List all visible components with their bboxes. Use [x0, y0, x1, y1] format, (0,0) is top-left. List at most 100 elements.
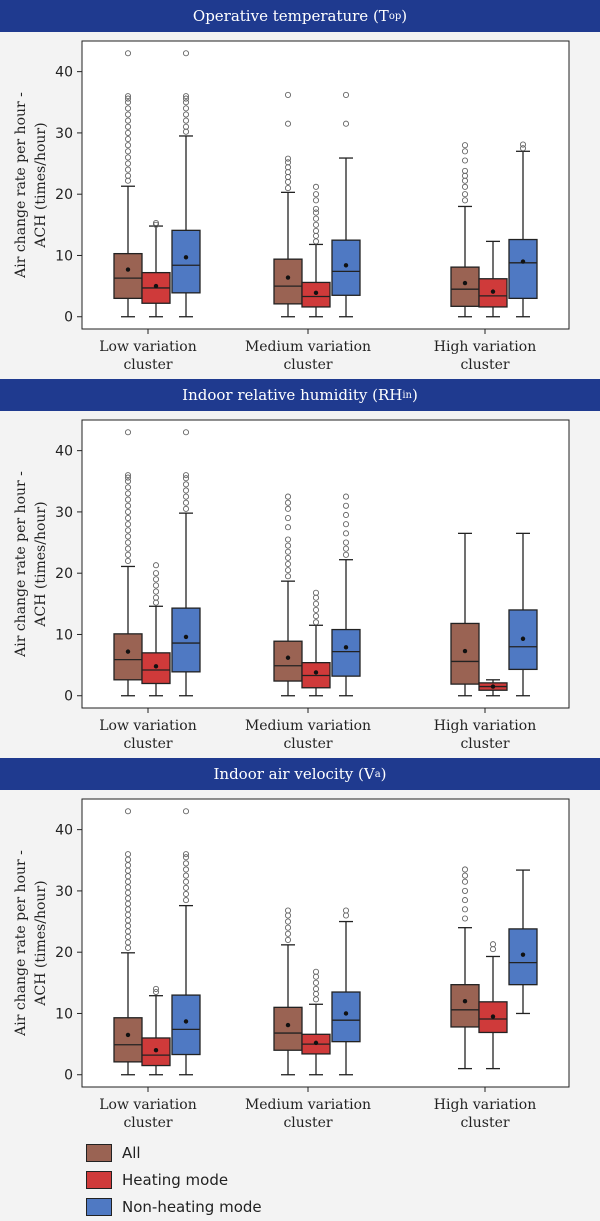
box-mean — [490, 289, 496, 294]
box-iqr — [331, 991, 361, 1043]
outlier-point — [124, 496, 132, 503]
y-tick-label: 10 — [55, 248, 73, 264]
legend-swatch-heating — [86, 1171, 112, 1189]
box-nonheating — [508, 532, 538, 697]
box-heating — [141, 562, 171, 697]
outlier-point — [461, 148, 469, 155]
box-mean — [462, 280, 468, 286]
outlier-point — [312, 606, 320, 614]
panel-title-3: Indoor air velocity (V a) — [0, 758, 600, 790]
outlier-point — [284, 524, 292, 531]
outlier-point — [124, 135, 132, 143]
outlier-point — [284, 493, 292, 500]
outlier-point — [461, 197, 469, 204]
box-mean — [343, 1011, 349, 1016]
outlier-point — [182, 897, 190, 904]
outlier-point — [182, 854, 190, 861]
outlier-point — [182, 95, 190, 102]
outlier-point — [124, 527, 132, 534]
box-chart-air-velocity: 0 10 20 30 40 Air change rate per hour - ACH (… — [13, 798, 570, 1131]
box-iqr — [508, 238, 538, 300]
outlier-point — [124, 154, 132, 161]
outlier-point — [284, 573, 292, 580]
outlier-point — [152, 985, 160, 993]
x-tick-label: cluster — [283, 736, 332, 752]
outlier-point — [312, 215, 320, 222]
legend-label-nonheating: Non-heating mode — [122, 1198, 262, 1216]
box-all — [450, 142, 480, 318]
box-mean — [520, 259, 526, 264]
y-tick-label: 30 — [55, 505, 73, 521]
y-tick-label: 30 — [55, 126, 73, 142]
outlier-point — [284, 924, 292, 931]
outlier-point — [124, 160, 132, 167]
outlier-point — [342, 545, 350, 552]
outlier-point — [124, 484, 132, 491]
outlier-point — [152, 570, 160, 577]
y-tick-label: 10 — [55, 627, 73, 643]
box-heating — [141, 985, 171, 1076]
box-heating — [478, 679, 508, 697]
box-iqr — [113, 633, 143, 681]
outlier-point — [124, 95, 132, 102]
outlier-point — [124, 502, 132, 509]
outlier-point — [182, 505, 190, 512]
outlier-point — [284, 185, 292, 192]
outlier-point — [182, 866, 190, 873]
outlier-point — [284, 907, 292, 914]
outlier-point — [124, 148, 132, 155]
outlier-point — [461, 142, 469, 149]
box-mean — [125, 649, 131, 654]
outlier-point — [461, 872, 469, 879]
outlier-point — [182, 860, 190, 867]
y-axis-label-line2: ACH (times/hour) — [33, 122, 49, 248]
y-tick-label: 0 — [64, 689, 73, 705]
y-axis-label-line2: ACH (times/hour) — [33, 880, 49, 1006]
outlier-point — [312, 589, 320, 596]
outlier-point — [312, 968, 320, 975]
outlier-point — [284, 554, 292, 561]
outlier-point — [182, 105, 190, 112]
outlier-point — [124, 123, 132, 130]
outlier-point — [284, 560, 292, 568]
outlier-point — [284, 936, 292, 943]
y-tick-label: 40 — [55, 65, 73, 81]
box-all — [273, 493, 303, 697]
outlier-point — [312, 227, 320, 235]
box-mean — [490, 684, 496, 689]
x-tick-label: Medium variation — [245, 339, 371, 355]
outlier-point — [284, 918, 292, 925]
box-mean — [125, 267, 131, 272]
outlier-point — [342, 521, 350, 528]
outlier-point — [461, 887, 469, 894]
outlier-point — [461, 183, 469, 190]
y-tick-label: 0 — [64, 310, 73, 326]
box-iqr — [171, 994, 201, 1056]
y-tick-label: 40 — [55, 444, 73, 460]
x-tick-label: Medium variation — [245, 1097, 371, 1113]
box-mean — [313, 290, 319, 296]
box-nonheating — [331, 493, 361, 697]
outlier-point — [124, 50, 132, 57]
legend-item-heating: Heating mode — [86, 1167, 262, 1193]
box-mean — [125, 1032, 131, 1038]
outlier-point — [342, 530, 350, 537]
outlier-point — [342, 907, 350, 914]
outlier-point — [461, 167, 469, 174]
y-tick-label: 20 — [55, 187, 73, 203]
outlier-point — [182, 493, 190, 500]
outlier-point — [312, 613, 320, 620]
panel-title-main: Operative temperature (T — [192, 7, 389, 25]
outlier-point — [182, 475, 190, 482]
outlier-point — [182, 123, 190, 130]
outlier-point — [284, 499, 292, 506]
x-tick-label: cluster — [123, 357, 172, 373]
box-iqr — [273, 258, 303, 305]
box-mean — [153, 283, 159, 289]
outlier-point — [124, 166, 132, 173]
x-tick-label: High variation — [434, 339, 536, 355]
outlier-point — [461, 897, 469, 904]
box-mean — [153, 664, 159, 669]
box-heating — [478, 240, 508, 318]
outlier-point — [182, 472, 190, 479]
